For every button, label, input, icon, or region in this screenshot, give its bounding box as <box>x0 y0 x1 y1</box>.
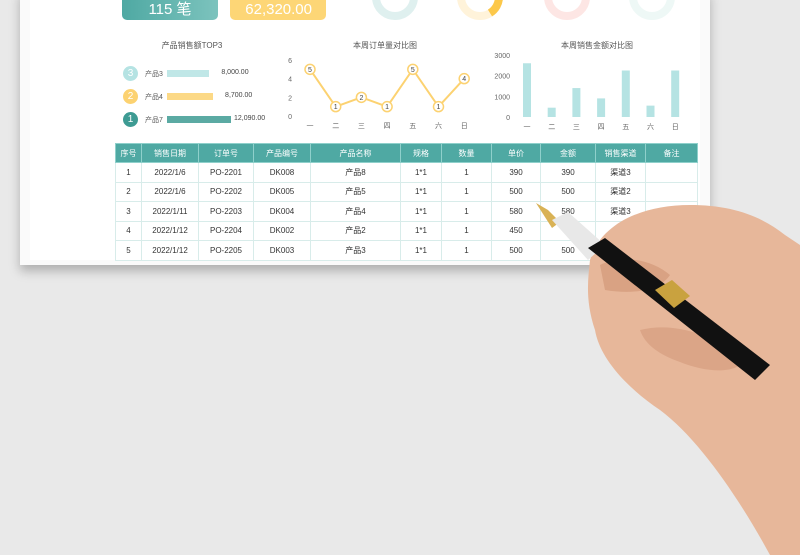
data-point <box>329 100 342 113</box>
data-point <box>304 63 316 76</box>
y-tick-label: 0 <box>506 115 510 122</box>
pen-band <box>655 280 690 308</box>
x-tick-label: 日 <box>461 122 468 130</box>
data-point <box>407 63 419 76</box>
column-header[interactable]: 序号 <box>115 143 142 163</box>
data-point <box>355 91 368 104</box>
top3-product-name: 产品7 <box>145 117 163 124</box>
x-tick-label: 一 <box>524 124 531 131</box>
top3-value: 12,090.00 <box>234 115 266 122</box>
data-label: 5 <box>308 67 312 74</box>
column-header[interactable]: 数量 <box>441 143 492 163</box>
y-tick-label: 0 <box>288 114 292 121</box>
table-cell[interactable]: DK003 <box>253 240 311 261</box>
y-tick-label: 4 <box>288 77 292 84</box>
x-tick-label: 三 <box>358 122 365 130</box>
donut-arc <box>487 0 503 17</box>
data-label: 2 <box>359 95 363 102</box>
data-label: 5 <box>411 67 415 74</box>
top3-product-name: 产品4 <box>145 94 163 101</box>
data-label: 4 <box>462 76 466 83</box>
x-tick-label: 一 <box>307 123 314 130</box>
x-tick-label: 六 <box>647 122 654 131</box>
column-header[interactable]: 产品编号 <box>253 143 311 163</box>
line-chart-title: 本周订单量对比图 <box>353 41 417 50</box>
x-tick-label: 三 <box>573 123 580 131</box>
top3-rank-badge: 2 <box>123 89 138 104</box>
bar <box>646 105 655 117</box>
donut-ring <box>544 0 590 20</box>
x-tick-label: 二 <box>332 123 339 130</box>
column-header[interactable]: 金额 <box>540 143 596 163</box>
bar-chart-title: 本周销售金额对比图 <box>561 41 633 50</box>
y-tick-label: 3000 <box>494 53 510 60</box>
x-tick-label: 四 <box>598 123 605 131</box>
data-point <box>432 100 445 113</box>
data-point <box>458 72 470 85</box>
donut-ring <box>629 0 675 20</box>
bar <box>671 70 680 117</box>
top3-rank-badge: 1 <box>123 112 138 127</box>
column-header[interactable]: 单价 <box>491 143 541 163</box>
top3-bar <box>167 116 231 123</box>
top3-bar <box>167 70 210 77</box>
x-tick-label: 五 <box>622 123 629 131</box>
top3-value: 8,000.00 <box>221 69 249 76</box>
data-label: 1 <box>437 104 441 111</box>
data-point <box>381 100 393 113</box>
x-tick-label: 二 <box>548 124 555 131</box>
thumb <box>640 327 745 371</box>
donut-charts <box>372 0 675 20</box>
column-header[interactable]: 备注 <box>645 143 698 163</box>
bar <box>621 70 630 117</box>
data-label: 1 <box>385 104 389 111</box>
donut-ring <box>457 0 503 20</box>
y-tick-label: 1000 <box>494 94 510 101</box>
column-header[interactable]: 销售渠道 <box>595 143 646 163</box>
column-header[interactable]: 产品名称 <box>310 143 401 163</box>
x-tick-label: 四 <box>384 122 391 130</box>
pen-body <box>588 238 770 380</box>
top3-rank-badge: 3 <box>123 66 138 81</box>
x-tick-label: 五 <box>409 122 416 130</box>
bar <box>523 63 531 117</box>
top3-product-name: 产品3 <box>145 71 163 78</box>
top3-title: 产品销售额TOP3 <box>161 41 223 50</box>
donut-ring <box>372 0 418 20</box>
table-cell[interactable]: 500 <box>491 240 541 261</box>
x-tick-label: 日 <box>672 123 679 131</box>
top3-value: 8,700.00 <box>225 92 253 99</box>
bar <box>572 88 581 117</box>
top3-bar <box>167 93 214 100</box>
kpi-amount: 62,320.00 <box>230 0 326 20</box>
bar <box>547 107 556 117</box>
hand <box>587 205 800 555</box>
column-header[interactable]: 规格 <box>400 143 442 163</box>
column-header[interactable]: 销售日期 <box>141 143 199 163</box>
order-line-chart: 0 2 4 6 一 二 三 四 五 六 日 5 1 2 1 5 1 4 <box>288 58 470 130</box>
sales-bar-chart: 0 1000 2000 3000 一 二 三 四 五 六 日 <box>494 53 680 131</box>
y-tick-label: 2 <box>288 95 292 102</box>
y-tick-label: 6 <box>288 58 292 65</box>
kpi-orders: 115 笔 <box>122 0 218 20</box>
y-tick-label: 2000 <box>494 74 510 81</box>
column-header[interactable]: 订单号 <box>198 143 254 163</box>
data-label: 1 <box>334 104 338 111</box>
bar <box>597 98 606 117</box>
x-tick-label: 六 <box>435 121 442 130</box>
